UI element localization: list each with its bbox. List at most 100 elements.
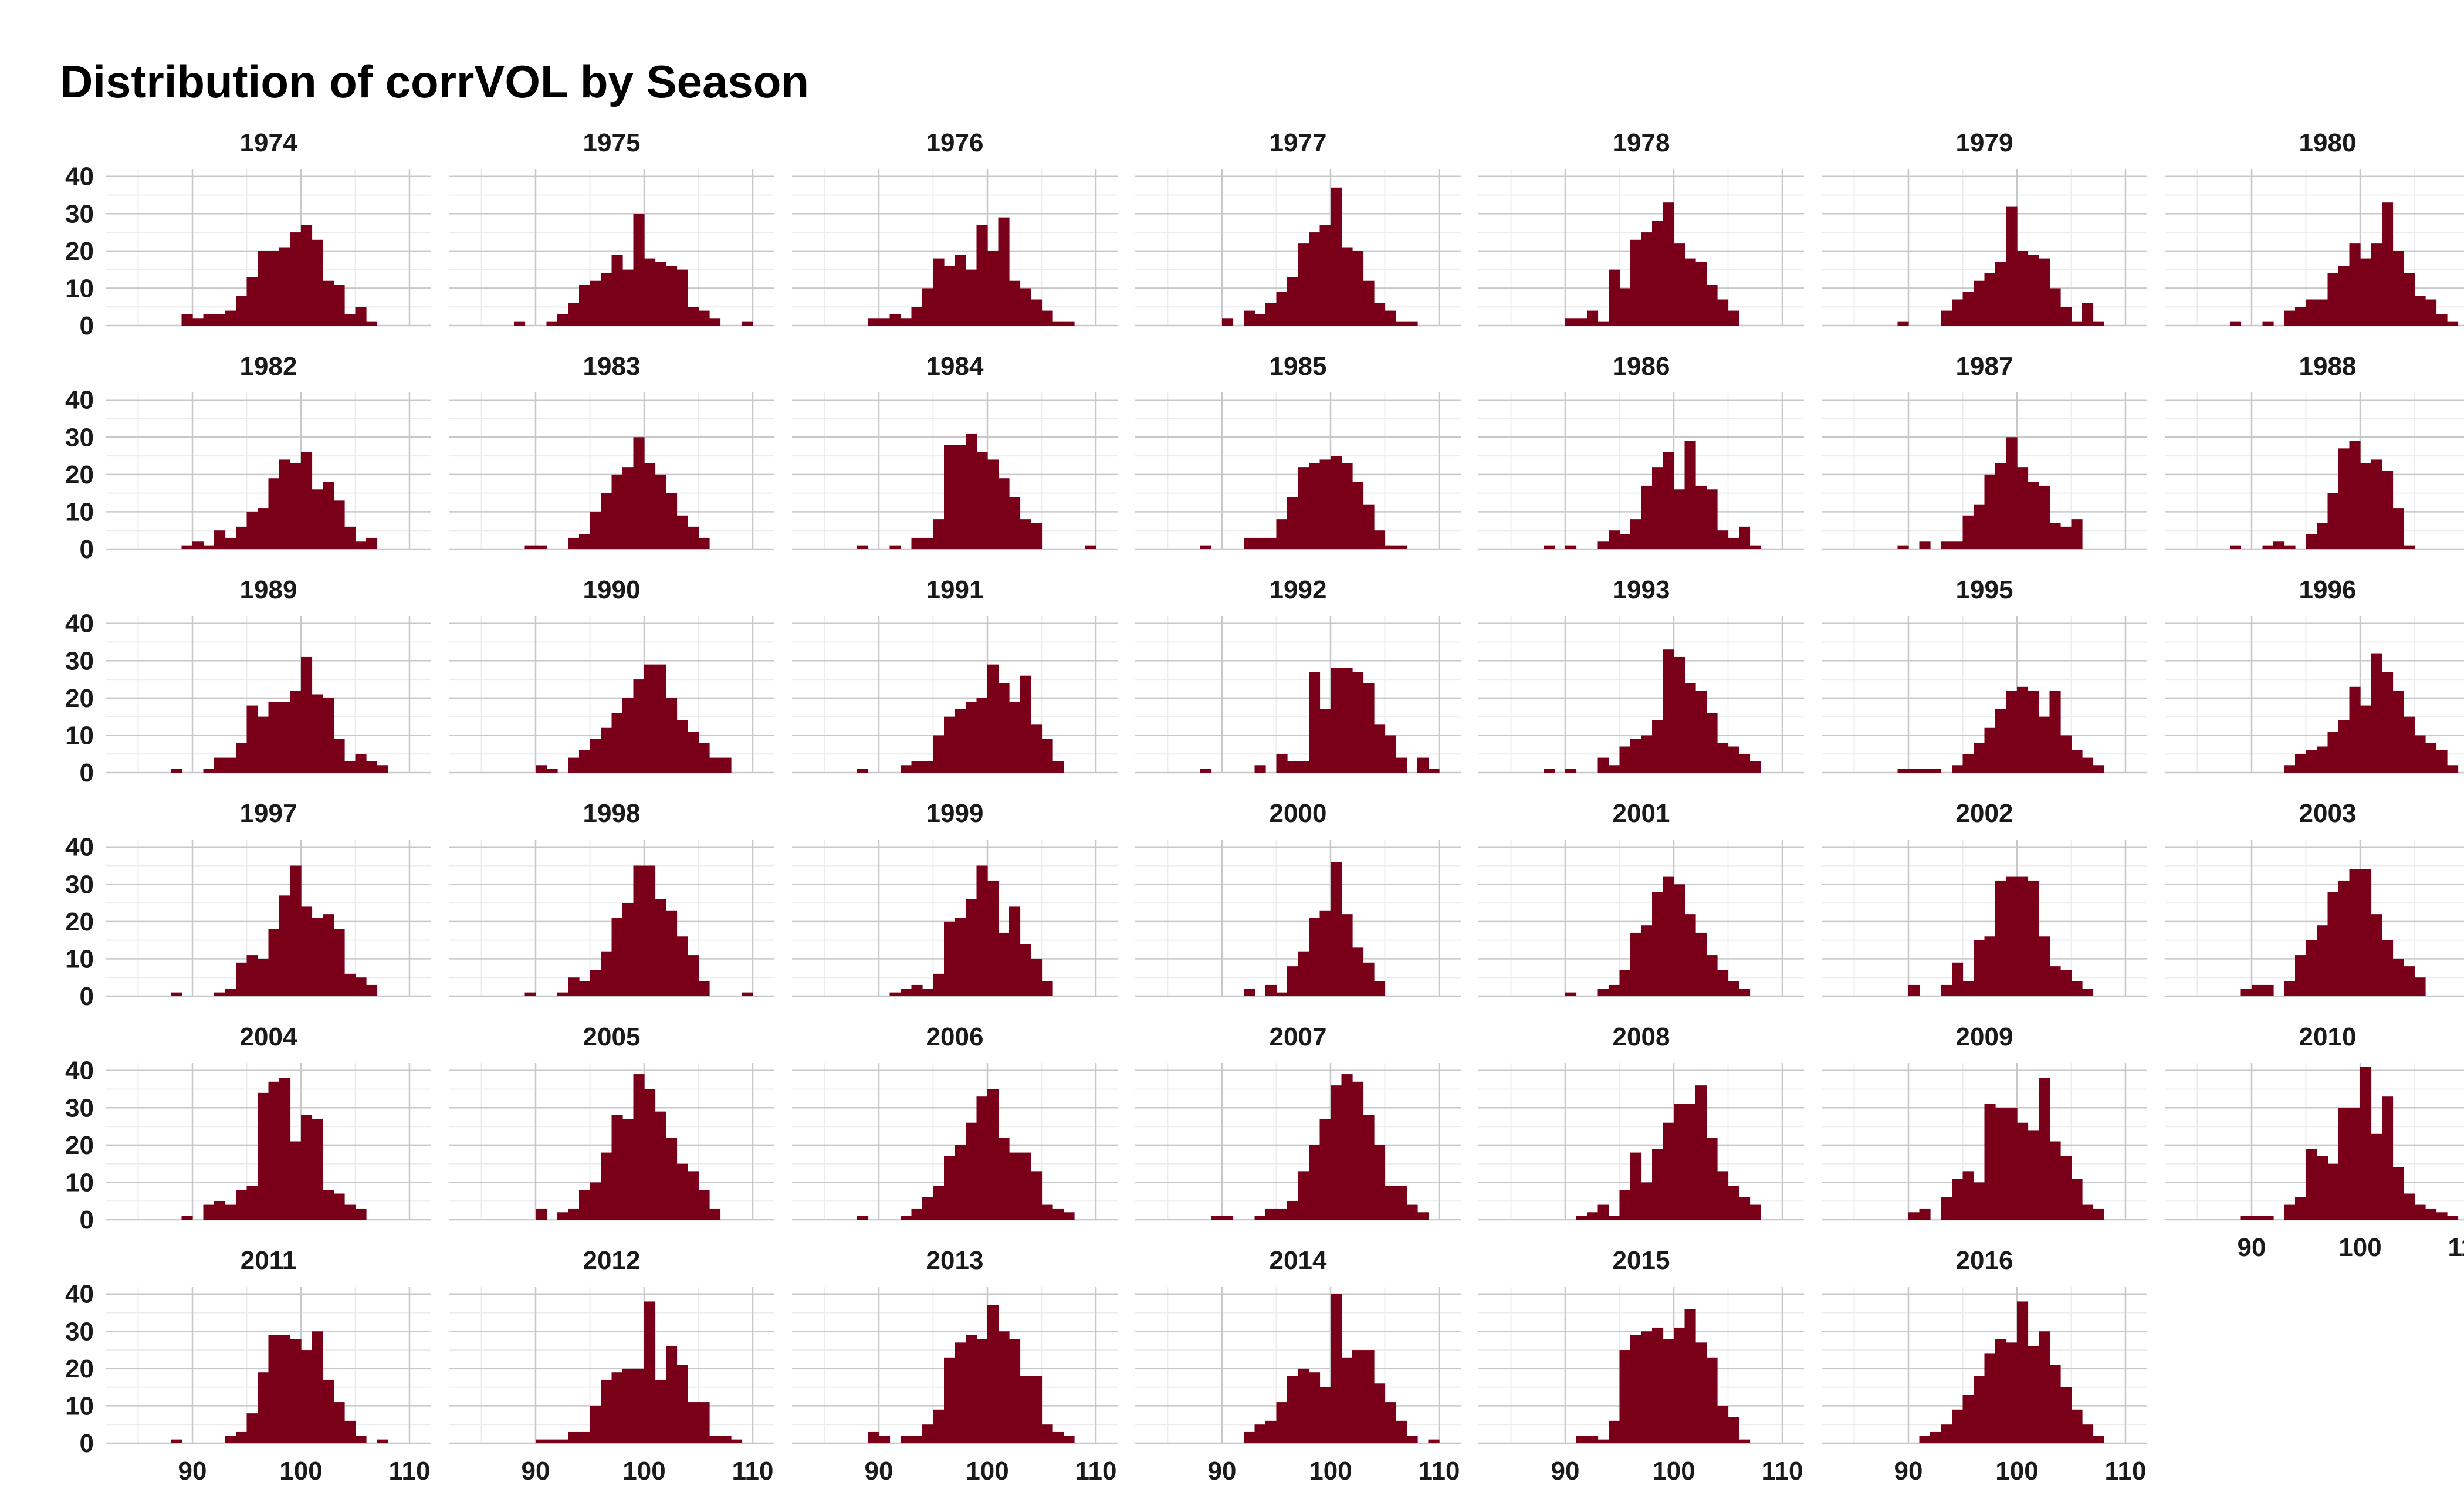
histogram-bar	[2049, 1141, 2061, 1220]
histogram-bar	[1728, 1417, 1739, 1443]
histogram-bar	[655, 262, 666, 326]
histogram-bar	[901, 1216, 912, 1220]
panel-strip-label: 1983	[583, 352, 641, 381]
histogram-bar	[1298, 951, 1309, 996]
histogram-bar	[1331, 1085, 1342, 1220]
histogram-bar	[1706, 285, 1718, 326]
histogram-bar	[1652, 221, 1664, 326]
y-tick-label: 0	[80, 1206, 94, 1234]
histogram-bar	[1641, 485, 1653, 549]
histogram-bar	[1984, 1104, 1996, 1220]
histogram-bar	[1298, 467, 1309, 549]
histogram-bar	[1276, 292, 1288, 326]
histogram-bar	[2436, 750, 2448, 773]
histogram-bar	[2317, 925, 2328, 996]
histogram-bar	[579, 981, 591, 996]
histogram-bar	[1597, 757, 1609, 773]
panel-2002: 2002	[1822, 799, 2147, 997]
histogram-bar	[698, 981, 710, 996]
histogram-bar	[1298, 1171, 1309, 1220]
histogram-bar	[2006, 1108, 2018, 1220]
histogram-bar	[366, 321, 378, 326]
histogram-bar	[236, 1190, 248, 1220]
histogram-bar	[1385, 1402, 1396, 1443]
histogram-bar	[1244, 989, 1255, 996]
panels: 1974 0 10 20 30 40 1975 1976 1977 1978 1979 1980 198…	[65, 128, 2464, 1485]
histogram-bar	[1930, 1431, 1942, 1443]
histogram-bar	[568, 1208, 580, 1220]
histogram-bar	[214, 1201, 226, 1220]
histogram-bar	[1897, 545, 1909, 549]
histogram-bar	[2371, 1133, 2382, 1220]
histogram-bar	[268, 1081, 280, 1220]
panel-strip-label: 1997	[240, 799, 297, 828]
panel-strip-label: 2000	[1270, 799, 1327, 828]
panel-2013: 2013 90 100 110	[792, 1246, 1118, 1485]
y-tick-label: 0	[80, 982, 94, 1011]
histogram-bar	[1695, 691, 1707, 773]
histogram-bar	[1565, 318, 1577, 326]
histogram-bar	[1587, 1436, 1599, 1443]
histogram-bar	[1962, 981, 1974, 996]
x-tick-label: 90	[1208, 1457, 1237, 1485]
histogram-bar	[666, 493, 678, 549]
panel-strip-label: 2006	[926, 1023, 984, 1051]
histogram-bar	[1341, 668, 1353, 773]
histogram-bar	[901, 1436, 912, 1443]
histogram-bar	[1374, 724, 1386, 773]
histogram-bar	[2436, 1212, 2448, 1220]
histogram-bar	[1684, 1104, 1696, 1220]
panel-strip-label: 1987	[1956, 352, 2013, 381]
histogram-bar	[1363, 504, 1375, 549]
histogram-bar	[2392, 959, 2404, 996]
panel-strip-label: 1991	[926, 576, 984, 604]
y-tick-label: 20	[65, 461, 94, 489]
histogram-bar	[1020, 1152, 1031, 1220]
histogram-bar	[1641, 925, 1653, 996]
histogram-bar	[225, 1204, 236, 1220]
histogram-bar	[1952, 299, 1964, 326]
panel-strip-label: 1992	[1270, 576, 1327, 604]
histogram-bar	[2317, 746, 2328, 773]
histogram-bar	[1995, 1339, 2007, 1443]
panel-strip-label: 2001	[1613, 799, 1670, 828]
histogram-bar	[301, 452, 313, 549]
x-tick-label: 90	[178, 1457, 207, 1485]
histogram-bar	[323, 698, 334, 773]
histogram-bar	[312, 1119, 323, 1220]
histogram-bar	[2447, 321, 2459, 326]
panel-1979: 1979	[1822, 128, 2147, 327]
y-tick-label: 10	[65, 945, 94, 973]
histogram-bar	[2327, 273, 2339, 326]
histogram-bar	[655, 899, 666, 996]
histogram-bar	[1630, 739, 1642, 773]
histogram-bar	[998, 217, 1010, 326]
histogram-bar	[1941, 1197, 1952, 1220]
histogram-bar	[676, 269, 688, 326]
histogram-bar	[622, 903, 634, 996]
histogram-bar	[1684, 914, 1696, 996]
histogram-bar	[901, 318, 912, 326]
y-tick-label: 30	[65, 1317, 94, 1346]
histogram-bar	[2082, 989, 2094, 996]
histogram-bar	[1565, 545, 1577, 549]
histogram-bar	[688, 307, 699, 326]
histogram-bar	[1009, 497, 1021, 549]
histogram-bar	[1695, 262, 1707, 326]
y-tick-label: 10	[65, 721, 94, 750]
histogram-bar	[323, 1190, 334, 1220]
histogram-bar	[998, 478, 1010, 549]
histogram-bar	[1663, 649, 1674, 773]
histogram-bar	[2338, 880, 2350, 996]
histogram-bar	[301, 656, 313, 773]
panel-strip-label: 1989	[240, 576, 297, 604]
panel-strip-label: 1974	[240, 128, 297, 157]
x-tick-label: 110	[1762, 1457, 1803, 1485]
histogram-bar	[1908, 769, 1920, 773]
histogram-bar	[1331, 862, 1342, 996]
histogram-bar	[1641, 1182, 1653, 1220]
histogram-bar	[2093, 321, 2104, 326]
histogram-bar	[290, 463, 302, 549]
histogram-bar	[742, 321, 753, 326]
histogram-bar	[279, 1335, 291, 1443]
